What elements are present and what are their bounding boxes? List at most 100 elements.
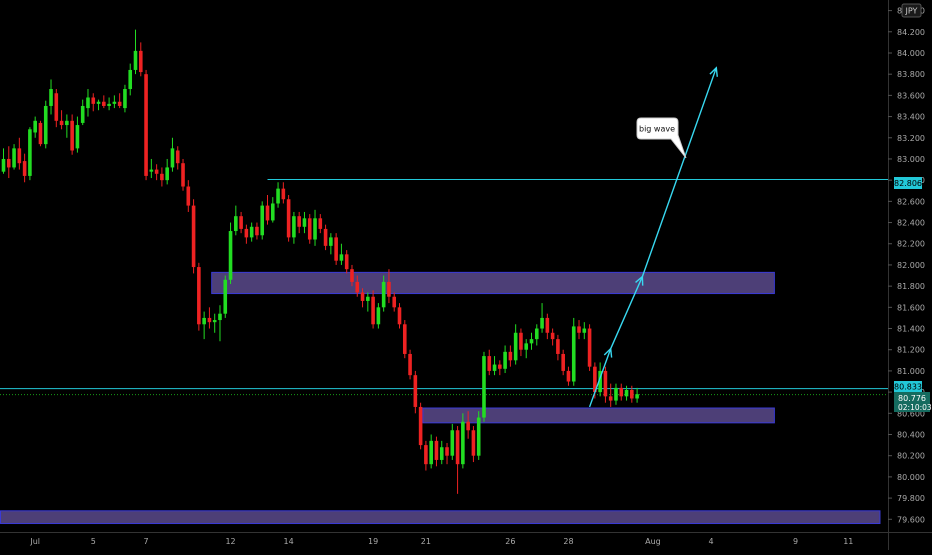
candle-body: [91, 97, 96, 104]
candle-body: [466, 421, 470, 431]
y-tick-label: 81.800: [897, 282, 925, 291]
candle-body: [175, 150, 180, 164]
candle-body: [529, 339, 534, 344]
y-tick-label: 84.000: [897, 49, 925, 58]
candle-body: [313, 218, 317, 240]
candle-body: [43, 105, 48, 145]
candle-body: [202, 317, 206, 325]
candle-body: [339, 254, 344, 261]
zones-layer: [0, 271, 881, 525]
price-tag-upper-line: 80.833: [894, 381, 922, 392]
candle-body: [571, 326, 576, 382]
candle-body: [408, 353, 412, 376]
arrow-head: [709, 66, 718, 77]
candle-body: [476, 417, 481, 456]
candle-body: [534, 328, 539, 340]
y-tick-label: 81.200: [897, 346, 925, 355]
candle-body: [112, 101, 117, 104]
candle-body: [387, 281, 391, 297]
y-tick-label: 84.200: [897, 28, 925, 37]
callout-text: big wave: [639, 125, 675, 134]
candle-body: [323, 228, 328, 246]
candle-body: [487, 356, 492, 371]
callout-bubble: [636, 117, 687, 159]
candle-body: [366, 296, 370, 301]
candle-body: [498, 364, 502, 369]
candle-body: [28, 129, 32, 176]
candle-body: [418, 406, 423, 446]
y-tick-label: 81.000: [897, 367, 925, 376]
candle-body: [603, 370, 608, 397]
candle-body: [482, 356, 486, 418]
candle-body: [54, 93, 59, 121]
candle-body: [524, 343, 529, 350]
currency-badge[interactable]: JPY: [901, 3, 922, 18]
candle-body: [17, 148, 22, 164]
y-tick-label: 80.600: [897, 409, 925, 418]
candle-body: [234, 216, 238, 232]
candle-body: [624, 389, 629, 397]
candle-body: [170, 148, 175, 168]
currency-label: JPY: [905, 7, 918, 16]
candle-body: [207, 317, 212, 323]
candle-body: [344, 254, 349, 270]
x-tick-label: 14: [284, 537, 294, 546]
x-tick-label: Jul: [29, 537, 40, 546]
candle-body: [360, 292, 365, 301]
y-tick-label: 83.400: [897, 113, 925, 122]
lines-layer: [0, 179, 888, 396]
y-tick-label: 80.400: [897, 431, 925, 440]
candle-body: [1, 158, 6, 172]
candle-body: [307, 218, 312, 240]
candle-body: [492, 364, 497, 371]
upper-line-tag-text: 80.833: [894, 383, 922, 392]
candle-body: [566, 370, 571, 382]
zone-rect: [422, 407, 775, 424]
candle-body: [249, 226, 254, 238]
candle-body: [144, 74, 148, 176]
candle-body: [577, 326, 581, 333]
candle-body: [350, 269, 354, 282]
candle-body: [149, 169, 154, 172]
candle-body: [461, 421, 465, 465]
candle-body: [154, 169, 159, 174]
candles-layer: [1, 29, 639, 494]
zone-rect: [0, 510, 881, 525]
candle-body: [598, 370, 602, 393]
upper-line-tag-box: [894, 381, 922, 392]
resistance-tag-text: 82.806: [894, 179, 922, 188]
price-tag-current: 80.776 02:10:03: [894, 392, 932, 412]
candle-body: [12, 148, 16, 168]
x-tick-label: 26: [505, 537, 515, 546]
candle-body: [160, 173, 164, 181]
candle-body: [123, 89, 127, 109]
candle-body: [413, 375, 418, 407]
y-tick-label: 83.800: [897, 70, 925, 79]
candle-body: [376, 307, 381, 325]
candle-body: [218, 313, 222, 321]
y-tick-label: 83.600: [897, 91, 925, 100]
candle-body: [270, 203, 275, 221]
candle-body: [545, 317, 550, 333]
candle-body: [445, 447, 449, 456]
y-tick-label: 82.000: [897, 261, 925, 270]
candle-body: [191, 205, 196, 268]
candle-body: [402, 324, 407, 354]
candle-body: [228, 231, 233, 280]
candle-body: [292, 216, 296, 238]
candle-body: [455, 430, 460, 465]
candle-body: [429, 440, 433, 465]
candle-body: [471, 430, 476, 456]
candle-body: [329, 237, 333, 246]
candle-body: [513, 332, 518, 361]
y-tick-label: 82.200: [897, 240, 925, 249]
y-tick-label: 79.600: [897, 515, 925, 524]
candle-body: [239, 216, 243, 229]
candle-body: [297, 216, 301, 227]
candle-body: [265, 205, 270, 221]
forecast-arrow-path: [588, 67, 717, 408]
x-tick-label: 12: [225, 537, 235, 546]
big-wave-callout[interactable]: big wave: [636, 117, 687, 159]
